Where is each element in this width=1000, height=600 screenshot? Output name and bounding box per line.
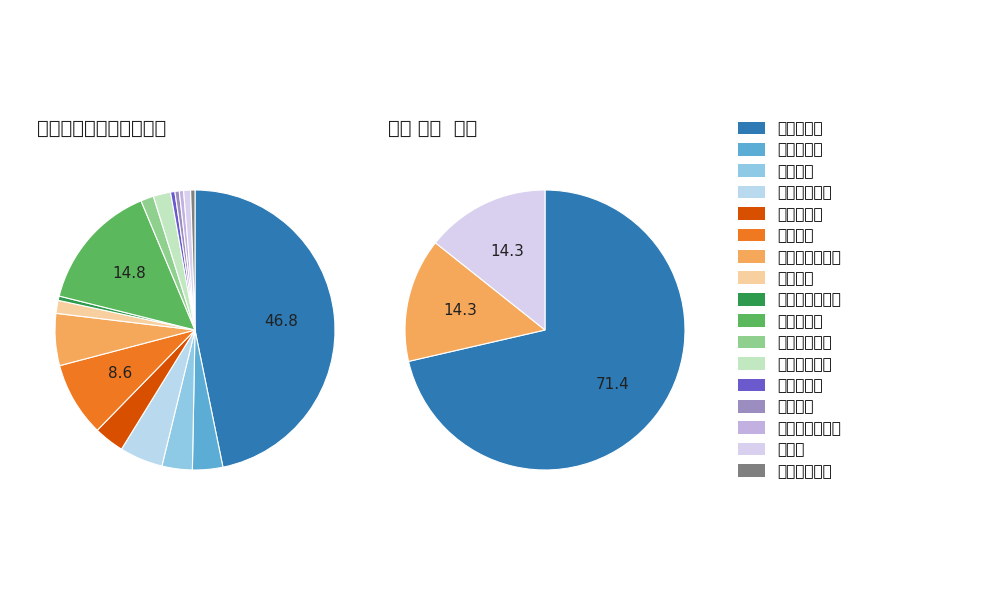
Wedge shape bbox=[405, 243, 545, 361]
Text: セ・リーグ全プレイヤー: セ・リーグ全プレイヤー bbox=[38, 119, 167, 138]
Wedge shape bbox=[56, 301, 195, 330]
Wedge shape bbox=[162, 330, 195, 470]
Text: 関根 大気  選手: 関根 大気 選手 bbox=[388, 119, 477, 138]
Wedge shape bbox=[192, 330, 223, 470]
Wedge shape bbox=[170, 191, 195, 330]
Text: 71.4: 71.4 bbox=[596, 377, 630, 392]
Wedge shape bbox=[97, 330, 195, 449]
Wedge shape bbox=[195, 190, 335, 467]
Wedge shape bbox=[435, 190, 545, 330]
Wedge shape bbox=[175, 191, 195, 330]
Wedge shape bbox=[184, 190, 195, 330]
Wedge shape bbox=[55, 313, 195, 365]
Text: 8.6: 8.6 bbox=[108, 366, 132, 381]
Text: 14.3: 14.3 bbox=[443, 303, 477, 318]
Text: 14.3: 14.3 bbox=[490, 244, 524, 259]
Wedge shape bbox=[60, 330, 195, 430]
Text: 46.8: 46.8 bbox=[264, 314, 298, 329]
Text: 14.8: 14.8 bbox=[112, 266, 146, 281]
Legend: ストレート, ツーシーム, シュート, カットボール, スプリット, フォーク, チェンジアップ, シンカー, 高速スライダー, スライダー, 縦スライダー, : ストレート, ツーシーム, シュート, カットボール, スプリット, フォーク,… bbox=[738, 121, 841, 479]
Wedge shape bbox=[179, 190, 195, 330]
Wedge shape bbox=[409, 190, 685, 470]
Wedge shape bbox=[58, 296, 195, 330]
Wedge shape bbox=[153, 192, 195, 330]
Wedge shape bbox=[191, 190, 195, 330]
Wedge shape bbox=[121, 330, 195, 466]
Wedge shape bbox=[59, 201, 195, 330]
Wedge shape bbox=[141, 196, 195, 330]
